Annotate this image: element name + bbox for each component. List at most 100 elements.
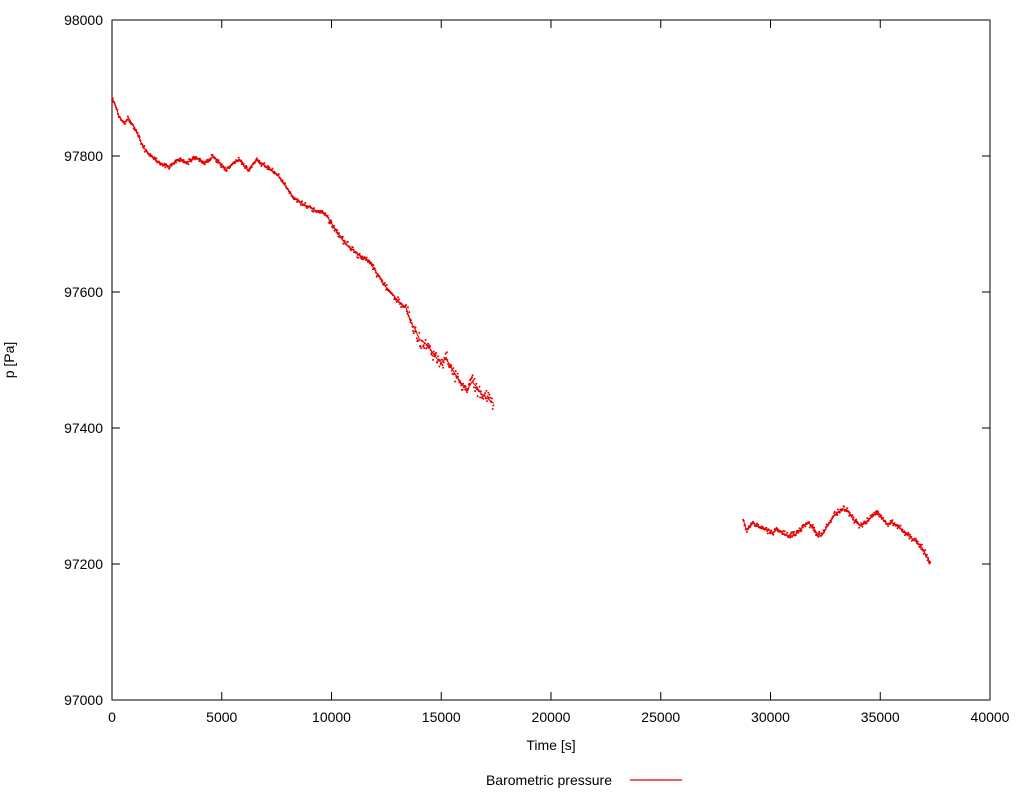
- series-point: [785, 533, 788, 536]
- series-point: [824, 528, 827, 531]
- series-point: [257, 161, 260, 164]
- series-point: [431, 354, 434, 357]
- series-point: [139, 139, 142, 142]
- series-point: [896, 527, 899, 530]
- series-point: [427, 346, 430, 349]
- series-point: [801, 526, 804, 529]
- series-point: [412, 330, 414, 332]
- series-point: [277, 173, 280, 176]
- x-tick-label: 40000: [971, 709, 1010, 725]
- series-point: [412, 332, 415, 335]
- series-point: [173, 162, 176, 165]
- series-point: [375, 275, 378, 278]
- series-point: [437, 355, 440, 358]
- series-point: [193, 158, 196, 161]
- series-point: [887, 525, 890, 528]
- series-point: [808, 526, 811, 529]
- series-point: [218, 161, 221, 164]
- series-point: [223, 166, 226, 169]
- series-point: [841, 508, 844, 511]
- series-point: [418, 331, 421, 334]
- series-point: [772, 531, 775, 534]
- series-point: [328, 220, 331, 223]
- series-point: [767, 528, 770, 531]
- x-tick-label: 5000: [206, 709, 237, 725]
- series-point: [459, 380, 462, 383]
- series-point: [115, 106, 117, 109]
- series-point: [450, 369, 453, 372]
- x-tick-label: 25000: [641, 709, 680, 725]
- series-point: [908, 537, 911, 540]
- y-tick-label: 97600: [64, 284, 103, 300]
- series-point: [405, 304, 408, 306]
- series-point: [491, 408, 494, 410]
- series-point: [877, 510, 880, 513]
- series-point: [397, 296, 399, 299]
- x-tick-label: 20000: [532, 709, 571, 725]
- series-point: [244, 167, 246, 169]
- series-point: [444, 358, 446, 361]
- series-point: [333, 224, 335, 227]
- series-point: [882, 516, 885, 519]
- series-point: [783, 533, 785, 535]
- series-point: [242, 162, 245, 165]
- series-point: [111, 99, 113, 101]
- series-point: [149, 153, 152, 156]
- series-point: [455, 375, 458, 378]
- series-point: [442, 361, 445, 364]
- series-point: [223, 168, 226, 171]
- series-point: [170, 164, 173, 167]
- series-point: [746, 531, 748, 533]
- series-point: [446, 359, 449, 361]
- series-point: [847, 510, 850, 513]
- series-point: [284, 182, 287, 185]
- series-point: [884, 520, 887, 523]
- series-point: [430, 351, 433, 354]
- series-point: [178, 160, 181, 163]
- series-point: [457, 379, 460, 381]
- series-point: [913, 539, 916, 542]
- series-point: [454, 380, 456, 383]
- series-point: [372, 264, 375, 267]
- series-point: [817, 535, 820, 538]
- series-point: [891, 519, 894, 522]
- series-point: [830, 520, 832, 523]
- series-point: [397, 300, 400, 303]
- series-point: [423, 342, 426, 345]
- series-point: [750, 523, 753, 526]
- series-line: [742, 508, 932, 564]
- series-point: [259, 161, 262, 164]
- series-point: [380, 277, 382, 280]
- series-point: [435, 351, 438, 354]
- y-tick-labels: 97000 97200 97400 97600 97800 98000: [64, 12, 103, 708]
- series-point: [351, 246, 354, 249]
- series-point: [381, 279, 384, 282]
- series-point: [414, 326, 417, 329]
- series-point: [836, 514, 839, 516]
- y-tick-label: 97200: [64, 556, 103, 572]
- series-point: [474, 386, 477, 389]
- series-point: [830, 518, 833, 521]
- series-point: [309, 205, 312, 208]
- series-point: [158, 160, 160, 163]
- series-point: [405, 310, 408, 313]
- series-point: [919, 546, 922, 549]
- series-point: [375, 271, 377, 274]
- series-point: [450, 364, 453, 367]
- series-point: [303, 203, 306, 206]
- series-point: [811, 523, 814, 526]
- axis-ticks: [111, 19, 991, 701]
- series-point: [335, 231, 338, 234]
- series-point: [443, 356, 446, 359]
- series-point: [195, 156, 197, 158]
- series-point: [411, 325, 414, 328]
- series-point: [810, 525, 813, 528]
- series-point: [153, 156, 156, 159]
- series-point: [461, 388, 464, 391]
- series-point: [199, 158, 202, 161]
- legend-label: Barometric pressure: [486, 772, 612, 788]
- series-point: [866, 517, 869, 520]
- series-barometric-pressure: [111, 97, 932, 565]
- y-tick-label: 98000: [64, 12, 103, 28]
